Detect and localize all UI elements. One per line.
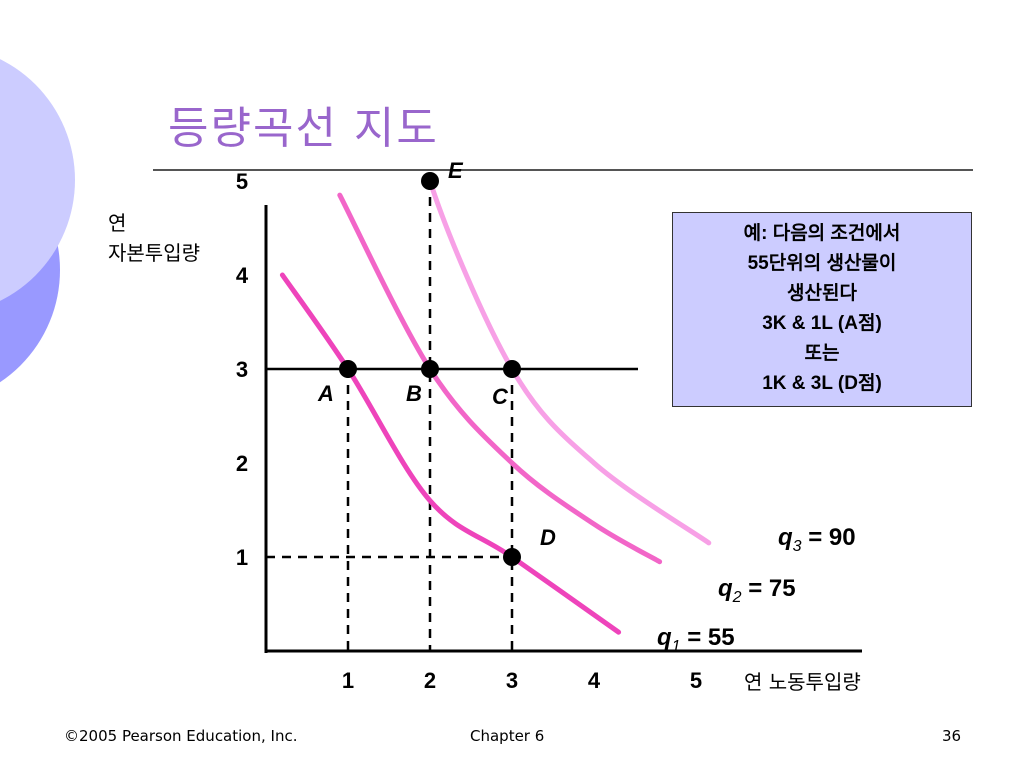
decorative-circle-light [0,59,75,301]
y-axis-label: 연 자본투입량 [108,208,200,268]
point-label-e: E [448,158,464,183]
note-line-1: 예: 다음의 조건에서 [743,223,901,244]
y-axis-label-line2: 자본투입량 [108,241,200,265]
y-tick-label: 2 [236,451,248,476]
y-tick-label: 4 [236,263,249,288]
x-tick-label: 4 [588,668,601,693]
note-line-5: 또는 [804,343,840,364]
y-tick-label: 5 [236,169,248,194]
point-c [503,360,521,378]
isoquant-label-2: q2 = 75 [718,575,796,606]
note-line-2: 55단위의 생산물이 [747,253,897,274]
note-line-6: 1K & 3L (D점) [762,373,882,394]
x-tick-label: 3 [506,668,518,693]
note-line-3: 생산된다 [787,283,857,304]
point-label-c: C [492,384,509,409]
x-axis-label: 연 노동투입량 [744,670,861,694]
note-line-4: 3K & 1L (A점) [762,313,882,334]
isoquant-curve-1 [279,272,622,635]
footer-page-number: 36 [942,727,962,745]
point-e [421,172,439,190]
title-divider [153,169,973,171]
x-tick-label: 2 [424,668,436,693]
point-a [339,360,357,378]
point-b [421,360,439,378]
isoquant-curve-3 [425,175,712,546]
isoquant-label-1: q1 = 55 [657,624,735,655]
y-axis-label-line1: 연 [108,211,127,235]
isoquant-label-3: q3 = 90 [778,524,856,555]
x-tick-label: 1 [342,668,354,693]
isoquant-curve-2 [337,192,663,565]
y-tick-label: 1 [236,545,248,570]
point-d [503,548,521,566]
footer-chapter: Chapter 6 [470,727,545,745]
page-title: 등량곡선 지도 [168,103,439,154]
point-label-a: A [317,381,334,406]
y-tick-label: 3 [236,357,248,382]
point-label-b: B [406,381,422,406]
point-label-d: D [540,525,556,550]
example-note-box: 예: 다음의 조건에서 55단위의 생산물이 생산된다 3K & 1L (A점)… [672,212,972,407]
footer-copyright: ©2005 Pearson Education, Inc. [64,727,298,745]
x-tick-label: 5 [690,668,702,693]
decorative-circles [0,59,75,383]
